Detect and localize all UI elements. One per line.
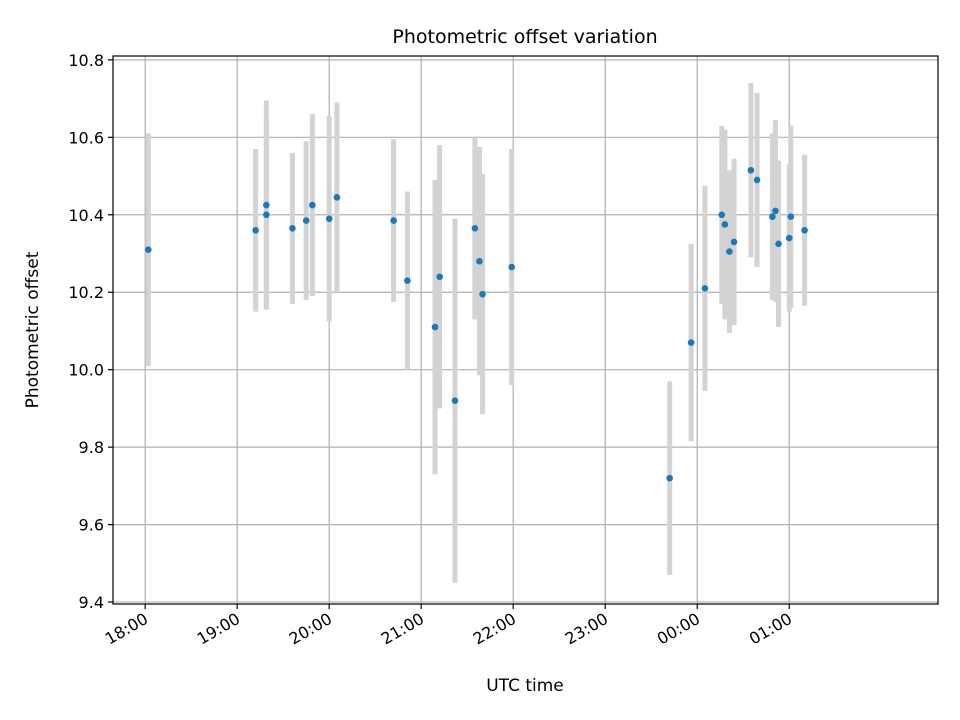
data-point bbox=[785, 234, 793, 242]
data-point bbox=[718, 211, 726, 219]
data-point bbox=[801, 226, 808, 234]
plot-frame bbox=[112, 55, 939, 605]
x-tick-label: 20:00 bbox=[286, 609, 335, 649]
data-point bbox=[730, 238, 738, 246]
y-axis-label: Photometric offset bbox=[23, 251, 43, 408]
chart-title: Photometric offset variation bbox=[392, 26, 657, 48]
data-point bbox=[726, 248, 733, 255]
x-tick-label: 00:00 bbox=[654, 609, 703, 649]
data-point bbox=[325, 215, 333, 222]
data-point bbox=[309, 201, 316, 209]
x-tick-label: 01:00 bbox=[746, 609, 795, 649]
data-point bbox=[476, 257, 483, 265]
axis-ticks: 18:00 19:00 20:00 21:00 22:00 23:00 00:00 01:00… bbox=[68, 51, 795, 649]
y-tick-label: 10.4 bbox=[68, 206, 104, 225]
x-tick-label: 23:00 bbox=[562, 609, 611, 649]
x-tick-label: 19:00 bbox=[194, 609, 243, 649]
x-axis-label: UTC time bbox=[486, 676, 564, 696]
data-point bbox=[263, 201, 270, 209]
data-point bbox=[390, 217, 397, 224]
data-point bbox=[144, 246, 152, 253]
data-point bbox=[431, 323, 439, 331]
data-point bbox=[701, 285, 709, 292]
grid bbox=[113, 56, 938, 604]
data-point bbox=[787, 213, 795, 221]
y-tick-label: 10.2 bbox=[68, 283, 104, 302]
y-tick-label: 9.4 bbox=[79, 593, 104, 612]
data-point bbox=[666, 474, 673, 482]
y-tick-label: 10.0 bbox=[68, 361, 104, 380]
data-point bbox=[753, 176, 761, 184]
data-point bbox=[289, 225, 296, 232]
data-point bbox=[404, 277, 411, 284]
y-tick-label: 10.6 bbox=[68, 128, 104, 147]
data-point bbox=[302, 217, 310, 224]
data-point bbox=[769, 213, 776, 221]
data-point bbox=[252, 226, 259, 234]
y-tick-label: 9.8 bbox=[79, 438, 104, 457]
data-point bbox=[471, 225, 479, 232]
data-point bbox=[436, 273, 443, 281]
data-point bbox=[721, 221, 729, 228]
data-point bbox=[333, 194, 341, 201]
data-point bbox=[479, 290, 486, 298]
data-point bbox=[775, 240, 782, 248]
data-point bbox=[451, 397, 459, 404]
data-point bbox=[508, 263, 515, 271]
error-bars bbox=[145, 83, 808, 583]
y-tick-label: 10.8 bbox=[68, 51, 104, 70]
data-point bbox=[263, 211, 270, 219]
y-tick-label: 9.6 bbox=[79, 516, 104, 535]
data-point bbox=[772, 207, 779, 215]
data-point bbox=[687, 339, 695, 346]
x-tick-label: 18:00 bbox=[102, 609, 151, 649]
data-points bbox=[144, 166, 808, 482]
data-point bbox=[747, 166, 755, 174]
x-tick-label: 21:00 bbox=[378, 609, 427, 649]
x-tick-label: 22:00 bbox=[470, 609, 519, 649]
